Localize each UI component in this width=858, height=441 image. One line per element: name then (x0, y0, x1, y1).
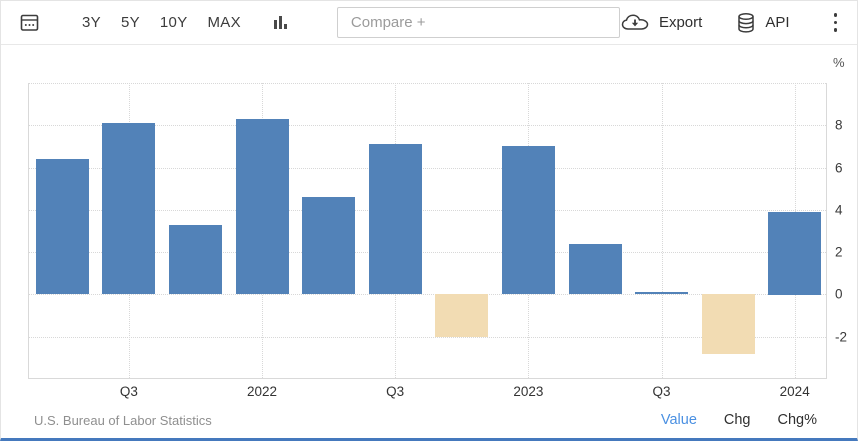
api-label: API (765, 14, 790, 31)
gridline-horizontal (29, 294, 826, 296)
gridline-horizontal (29, 167, 826, 169)
y-axis-tick-label: 2 (835, 244, 843, 260)
gridline-horizontal (29, 209, 826, 211)
gridline-horizontal (29, 336, 826, 338)
data-bar[interactable] (235, 118, 289, 295)
x-axis-tick-label: 2022 (246, 384, 278, 399)
chart-plot-area[interactable]: Q3 2022 Q3 2023 Q3 2024 8 6 4 2 0 -2 (28, 83, 847, 399)
range-button-3y[interactable]: 3Y (82, 14, 101, 31)
footer-link-chg[interactable]: Chg (723, 412, 751, 428)
database-icon (736, 12, 756, 34)
footer-link-value[interactable]: Value (660, 412, 697, 428)
gridline-horizontal (29, 125, 826, 127)
gridline-horizontal (29, 252, 826, 254)
export-button[interactable]: Export (620, 13, 702, 33)
data-bar[interactable] (302, 197, 356, 295)
chart-zone: % Q3 2022 Q3 2023 Q3 2024 8 6 4 2 0 -2 (1, 45, 857, 401)
data-bar[interactable] (701, 294, 755, 354)
data-bar[interactable] (169, 224, 222, 295)
y-axis-tick-label: 6 (835, 160, 843, 176)
api-button[interactable]: API (736, 12, 790, 34)
data-bar[interactable] (568, 243, 622, 295)
compare-input[interactable] (336, 7, 620, 38)
data-bar[interactable] (501, 146, 555, 295)
bar-chart-type-icon[interactable] (273, 14, 289, 32)
data-bar[interactable] (35, 159, 89, 295)
footer-link-chgpct[interactable]: Chg% (777, 412, 818, 428)
x-axis-tick-label: Q3 (119, 384, 138, 399)
range-button-10y[interactable]: 10Y (159, 14, 188, 31)
footer-links: Value Chg Chg% (634, 412, 817, 428)
data-bar[interactable] (435, 294, 489, 337)
footer: U.S. Bureau of Labor Statistics Value Chg… (1, 401, 857, 438)
export-label: Export (658, 14, 703, 31)
calendar-icon[interactable] (19, 12, 40, 33)
gridline-vertical (661, 83, 663, 378)
x-axis-tick-label: 2023 (513, 384, 544, 399)
cloud-download-icon (620, 13, 650, 33)
x-axis-tick-label: Q3 (386, 384, 405, 399)
range-button-max[interactable]: MAX (207, 14, 241, 31)
y-axis-unit-label: % (833, 55, 845, 70)
range-button-group: 3Y 5Y 10Y MAX (72, 10, 251, 35)
source-attribution: U.S. Bureau of Labor Statistics (34, 412, 212, 428)
toolbar-right-group: Export API (620, 9, 841, 36)
y-axis-tick-label: 8 (835, 117, 843, 133)
x-axis-tick-label: Q3 (652, 384, 671, 399)
y-axis-tick-label: -2 (835, 329, 848, 345)
range-button-5y[interactable]: 5Y (120, 14, 140, 31)
data-bar[interactable] (368, 144, 422, 295)
toolbar: 3Y 5Y 10Y MAX Export (1, 1, 857, 45)
y-axis-tick-label: 0 (835, 286, 843, 302)
data-bar[interactable] (102, 123, 156, 295)
data-bar[interactable] (635, 292, 688, 295)
more-options-kebab-icon[interactable] (830, 9, 842, 36)
x-axis-tick-label: 2024 (779, 384, 810, 399)
data-bar[interactable] (768, 212, 822, 295)
gridline-horizontal (29, 83, 826, 84)
y-axis-tick-label: 4 (835, 202, 843, 218)
